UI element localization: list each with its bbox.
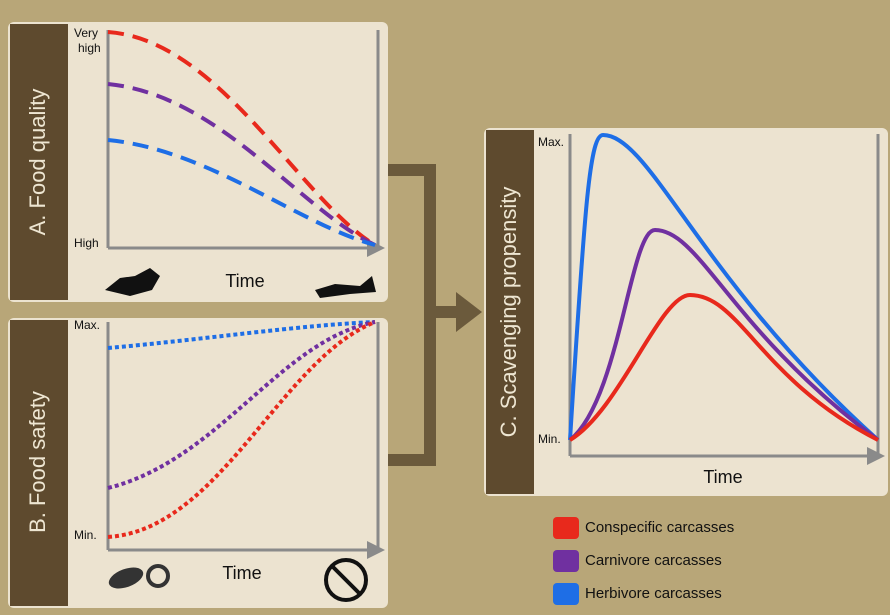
- legend-swatch: [553, 517, 579, 539]
- panel-c: C. Scavenging propensity Max. Min. Time: [484, 128, 888, 496]
- y-label: Max.: [538, 135, 564, 149]
- x-label: Time: [703, 467, 742, 487]
- panel-a: A. Food quality Very high High Time: [8, 22, 388, 302]
- y-label: Very: [74, 26, 98, 40]
- legend: Conspecific carcasses Carnivore carcasses…: [553, 517, 734, 605]
- y-label: high: [78, 41, 101, 55]
- connector: [388, 164, 458, 466]
- legend-swatch: [553, 550, 579, 572]
- y-label: High: [74, 236, 99, 250]
- x-label: Time: [222, 563, 261, 583]
- arrow: [456, 292, 482, 332]
- legend-label: Conspecific carcasses: [585, 519, 734, 536]
- y-label: Max.: [74, 318, 100, 332]
- panel-label: A. Food quality: [25, 89, 50, 236]
- x-label: Time: [225, 271, 264, 291]
- panel-b: B. Food safety Max. Min. Time: [8, 318, 388, 608]
- panel-label: B. Food safety: [25, 391, 50, 533]
- legend-label: Carnivore carcasses: [585, 552, 722, 569]
- panel-label: C. Scavenging propensity: [496, 187, 521, 438]
- y-label: Min.: [538, 432, 561, 446]
- legend-swatch: [553, 583, 579, 605]
- y-label: Min.: [74, 528, 97, 542]
- legend-label: Herbivore carcasses: [585, 585, 722, 602]
